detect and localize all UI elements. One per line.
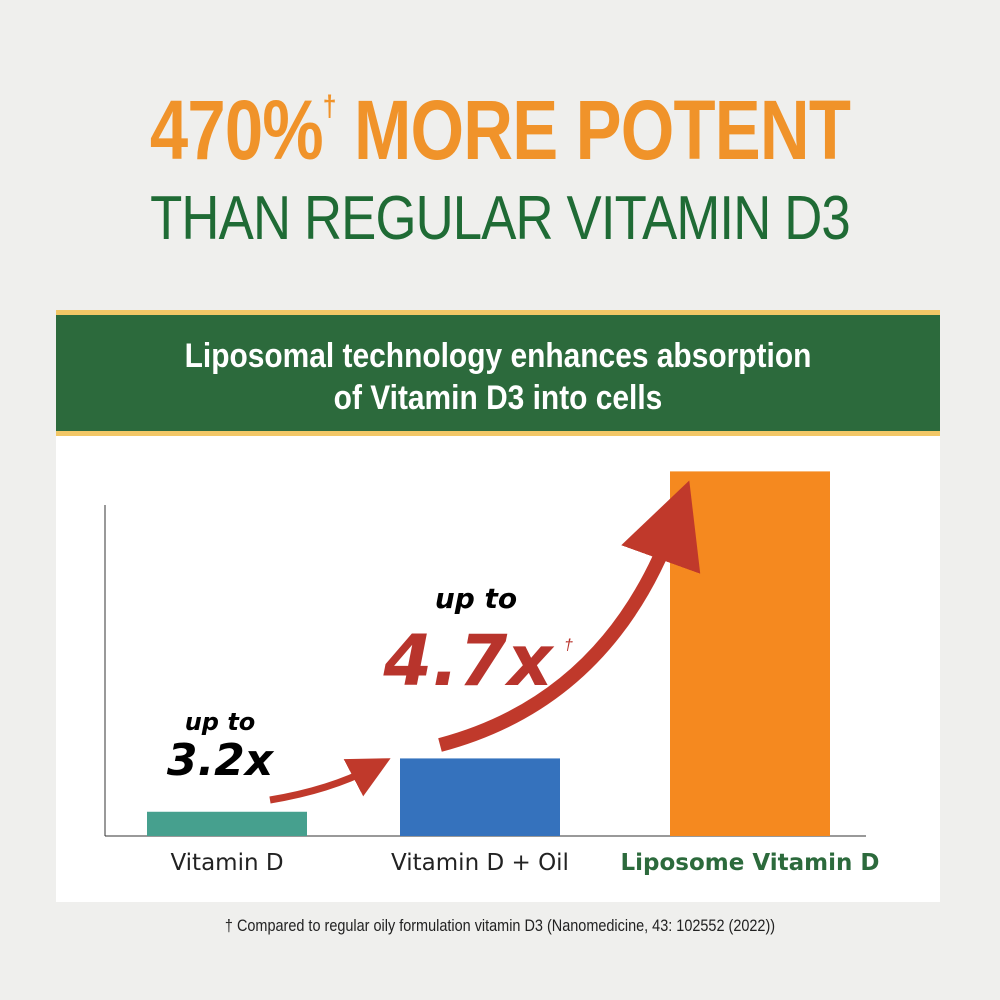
category-label: Liposome Vitamin D (621, 850, 880, 876)
banner-line2: of Vitamin D3 into cells (333, 379, 663, 417)
bar-1 (147, 811, 307, 836)
footnote: † Compared to regular oily formulation v… (224, 916, 776, 935)
annotation-2-prefix: up to (435, 582, 517, 615)
annotation-2-dagger: † (564, 637, 573, 654)
annotation-1-prefix: up to (185, 708, 256, 736)
bar-2 (400, 758, 560, 836)
bar-3 (670, 471, 830, 836)
headline-percent: 470% (149, 83, 324, 177)
arrow-2 (438, 480, 701, 752)
subheadline: THAN REGULAR VITAMIN D3 (150, 184, 851, 253)
category-label: Vitamin D + Oil (391, 850, 569, 876)
arrow-1 (269, 758, 391, 804)
headline-rest: MORE POTENT (335, 83, 851, 177)
banner: Liposomal technology enhances absorption… (56, 310, 940, 436)
annotation-2-value: 4.7x (382, 620, 554, 702)
banner-line1: Liposomal technology enhances absorption (184, 337, 812, 375)
category-label: Vitamin D (170, 850, 283, 876)
annotation-1-value: 3.2x (167, 735, 275, 786)
headline: 470%† MORE POTENT (90, 88, 910, 172)
dagger: † (322, 90, 337, 123)
